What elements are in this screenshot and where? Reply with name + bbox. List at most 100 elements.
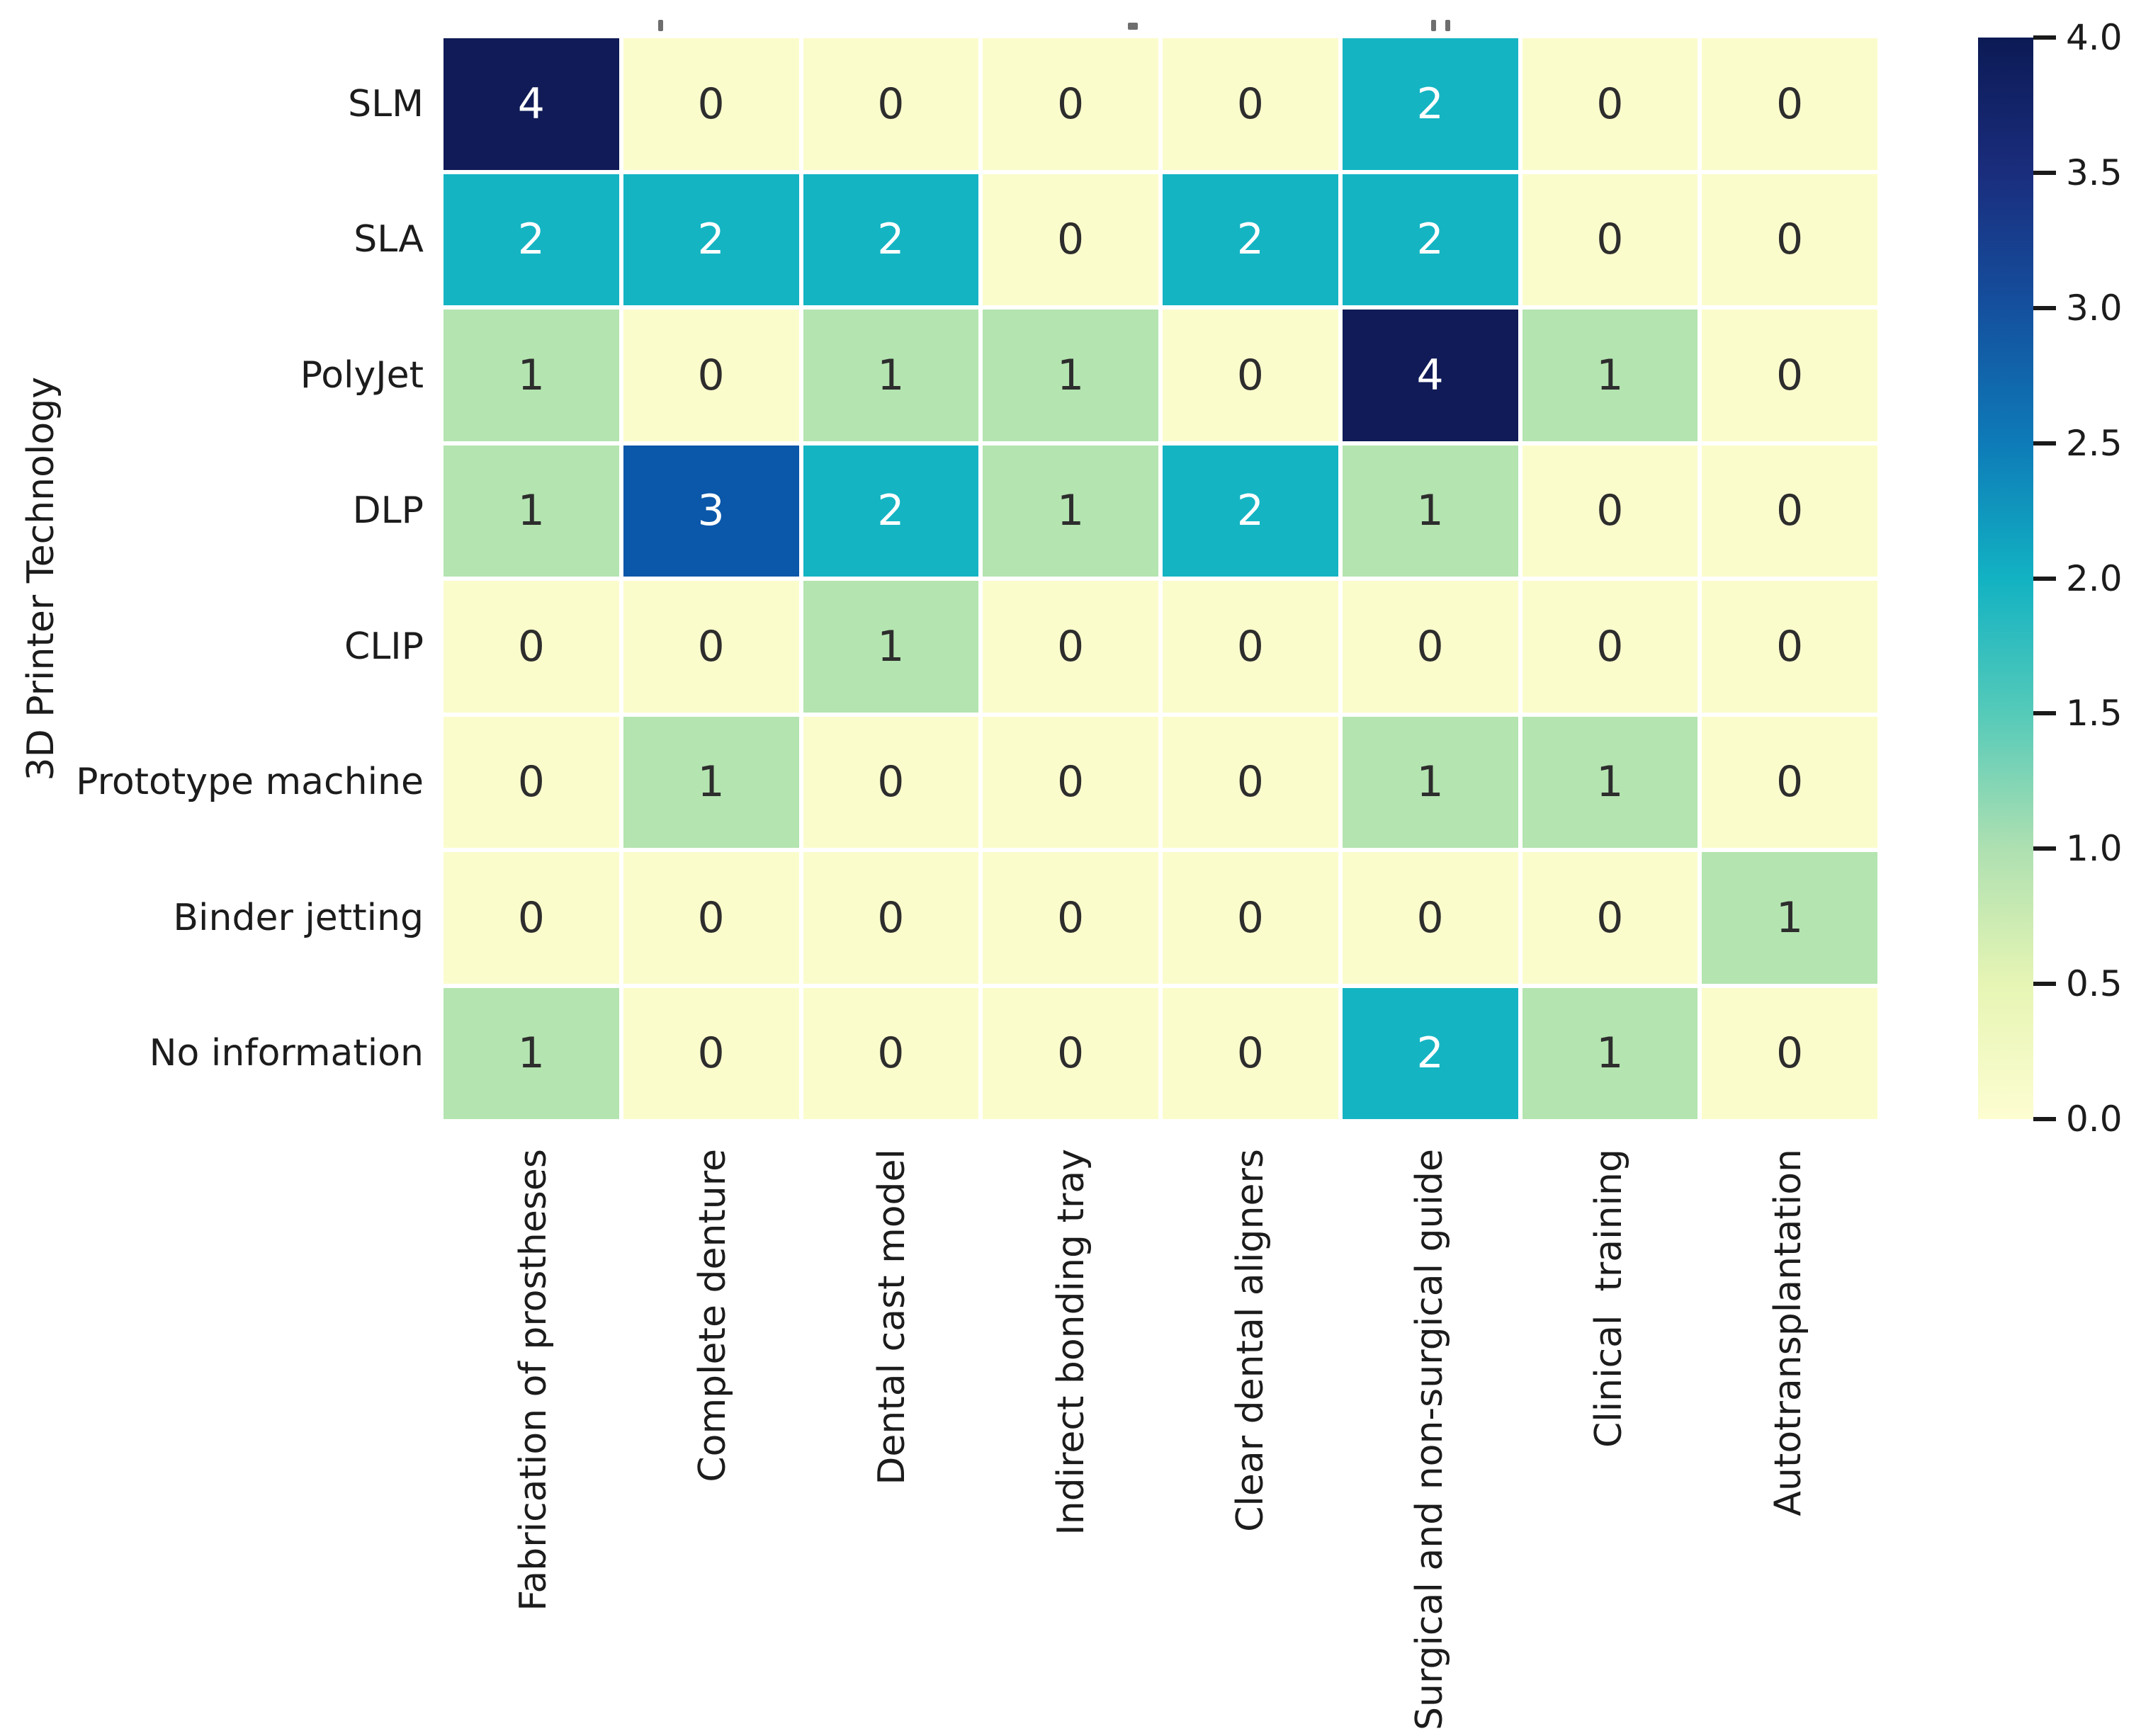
heatmap-cell: 2 xyxy=(1163,174,1338,305)
heatmap-cell: 0 xyxy=(623,310,799,441)
x-tick-label: Clear dental aligners xyxy=(1228,1149,1272,1532)
colorbar-tick: 0.0 xyxy=(2033,1099,2123,1140)
heatmap-cell: 0 xyxy=(1163,852,1338,984)
x-tick-label: Complete denture xyxy=(691,1149,734,1482)
heatmap-cell: 0 xyxy=(1522,174,1698,305)
colorbar-tick-label: 1.5 xyxy=(2066,693,2123,734)
colorbar-ticks: 4.0 3.5 3.0 2.5 2.0 1.5 1.0 0.5 0.0 xyxy=(2033,17,2140,1140)
heatmap-cell: 0 xyxy=(1163,716,1338,848)
colorbar-tick-dash xyxy=(2033,1117,2056,1121)
heatmap-cell: 0 xyxy=(983,38,1158,170)
heatmap-cell: 4 xyxy=(444,38,619,170)
x-tick-slot: Autotransplantation xyxy=(1698,1149,1877,1730)
y-tick-label: DLP xyxy=(352,489,424,533)
heatmap-cell: 2 xyxy=(1342,38,1518,170)
heatmap-cell: 0 xyxy=(444,716,619,848)
colorbar-tick-label: 2.5 xyxy=(2066,422,2123,464)
heatmap-cell: 1 xyxy=(1522,310,1698,441)
heatmap-cell: 0 xyxy=(1522,445,1698,577)
heatmap-cell: 3 xyxy=(623,445,799,577)
x-tick-label: Surgical and non-surgical guide xyxy=(1408,1149,1451,1730)
colorbar-tick: 1.0 xyxy=(2033,828,2123,869)
colorbar-tick-label: 2.0 xyxy=(2066,557,2123,599)
heatmap-cell: 0 xyxy=(1522,581,1698,713)
colorbar-tick-label: 0.5 xyxy=(2066,963,2123,1005)
colorbar-tick-dash xyxy=(2033,305,2056,310)
heatmap-cell: 2 xyxy=(803,174,979,305)
heatmap-cell: 1 xyxy=(623,716,799,848)
heatmap-cell: 0 xyxy=(983,852,1158,984)
colorbar-tick-label: 4.0 xyxy=(2066,17,2123,58)
heatmap-cell: 0 xyxy=(444,581,619,713)
colorbar-tick: 2.0 xyxy=(2033,558,2123,599)
heatmap-cell: 0 xyxy=(1163,310,1338,441)
x-tick-slot: Clear dental aligners xyxy=(1160,1149,1340,1730)
cropped-text-artifact xyxy=(1445,20,1450,31)
heatmap-cell: 1 xyxy=(444,445,619,577)
colorbar-tick: 2.5 xyxy=(2033,423,2123,464)
cropped-text-artifact xyxy=(1128,23,1138,30)
colorbar-tick-dash xyxy=(2033,576,2056,581)
x-tick-slot: Clinical training xyxy=(1519,1149,1698,1730)
heatmap-cell: 0 xyxy=(803,38,979,170)
heatmap-cell: 0 xyxy=(1702,581,1877,713)
colorbar-tick-label: 3.0 xyxy=(2066,287,2123,329)
y-tick-label: SLM xyxy=(348,82,424,125)
heatmap-cell: 0 xyxy=(623,38,799,170)
x-tick-label: Autotransplantation xyxy=(1766,1149,1809,1516)
cropped-text-artifact xyxy=(1431,20,1436,31)
heatmap-cell: 0 xyxy=(983,987,1158,1119)
x-tick-slot: Dental cast model xyxy=(802,1149,981,1730)
colorbar-gradient xyxy=(1978,38,2033,1119)
cropped-text-artifact xyxy=(658,20,663,31)
heatmap-cell: 0 xyxy=(623,987,799,1119)
colorbar-tick: 4.0 xyxy=(2033,17,2123,58)
heatmap-cell: 0 xyxy=(1702,716,1877,848)
heatmap-cell: 0 xyxy=(1702,445,1877,577)
heatmap-cell: 1 xyxy=(803,581,979,713)
y-tick-label: CLIP xyxy=(344,625,424,668)
colorbar-tick-dash xyxy=(2033,35,2056,40)
heatmap-cell: 1 xyxy=(803,310,979,441)
heatmap-cell: 0 xyxy=(1702,38,1877,170)
colorbar-tick-label: 1.0 xyxy=(2066,828,2123,870)
y-tick-label: Binder jetting xyxy=(173,896,424,939)
heatmap-cell: 1 xyxy=(983,445,1158,577)
x-tick-label: Clinical training xyxy=(1587,1149,1630,1448)
colorbar-tick-dash xyxy=(2033,711,2056,716)
heatmap-cell: 2 xyxy=(444,174,619,305)
heatmap-cell: 2 xyxy=(1342,987,1518,1119)
heatmap-cell: 2 xyxy=(1342,174,1518,305)
colorbar-tick: 0.5 xyxy=(2033,963,2123,1004)
y-tick-labels: SLM SLA PolyJet DLP CLIP Prototype machine Bin… xyxy=(0,38,424,1119)
colorbar-tick: 1.5 xyxy=(2033,693,2123,734)
heatmap-cell: 0 xyxy=(623,581,799,713)
heatmap-cell: 1 xyxy=(1702,852,1877,984)
colorbar-tick-dash xyxy=(2033,441,2056,446)
colorbar-tick: 3.0 xyxy=(2033,288,2123,329)
heatmap-cell: 0 xyxy=(803,987,979,1119)
heatmap-cell: 0 xyxy=(1163,38,1338,170)
heatmap-cell: 2 xyxy=(623,174,799,305)
colorbar-tick-dash xyxy=(2033,846,2056,851)
heatmap-cell: 0 xyxy=(983,581,1158,713)
heatmap-cell: 0 xyxy=(444,852,619,984)
y-tick-label: Prototype machine xyxy=(76,761,424,804)
x-tick-label: Indirect bonding tray xyxy=(1049,1149,1092,1536)
colorbar-tick: 3.5 xyxy=(2033,152,2123,193)
heatmap-cell: 0 xyxy=(1163,581,1338,713)
heatmap-cell: 0 xyxy=(1702,174,1877,305)
heatmap-cell: 4 xyxy=(1342,310,1518,441)
x-tick-label: Fabrication of prostheses xyxy=(512,1149,555,1611)
colorbar-tick-label: 0.0 xyxy=(2066,1099,2123,1140)
heatmap-cell: 0 xyxy=(1702,987,1877,1119)
colorbar-tick-dash xyxy=(2033,170,2056,175)
heatmap-cell: 0 xyxy=(983,716,1158,848)
x-tick-label: Dental cast model xyxy=(870,1149,913,1485)
heatmap-cell: 0 xyxy=(1163,987,1338,1119)
heatmap-cell: 0 xyxy=(983,174,1158,305)
heatmap-cell: 0 xyxy=(1342,852,1518,984)
y-tick-label: PolyJet xyxy=(300,353,424,397)
